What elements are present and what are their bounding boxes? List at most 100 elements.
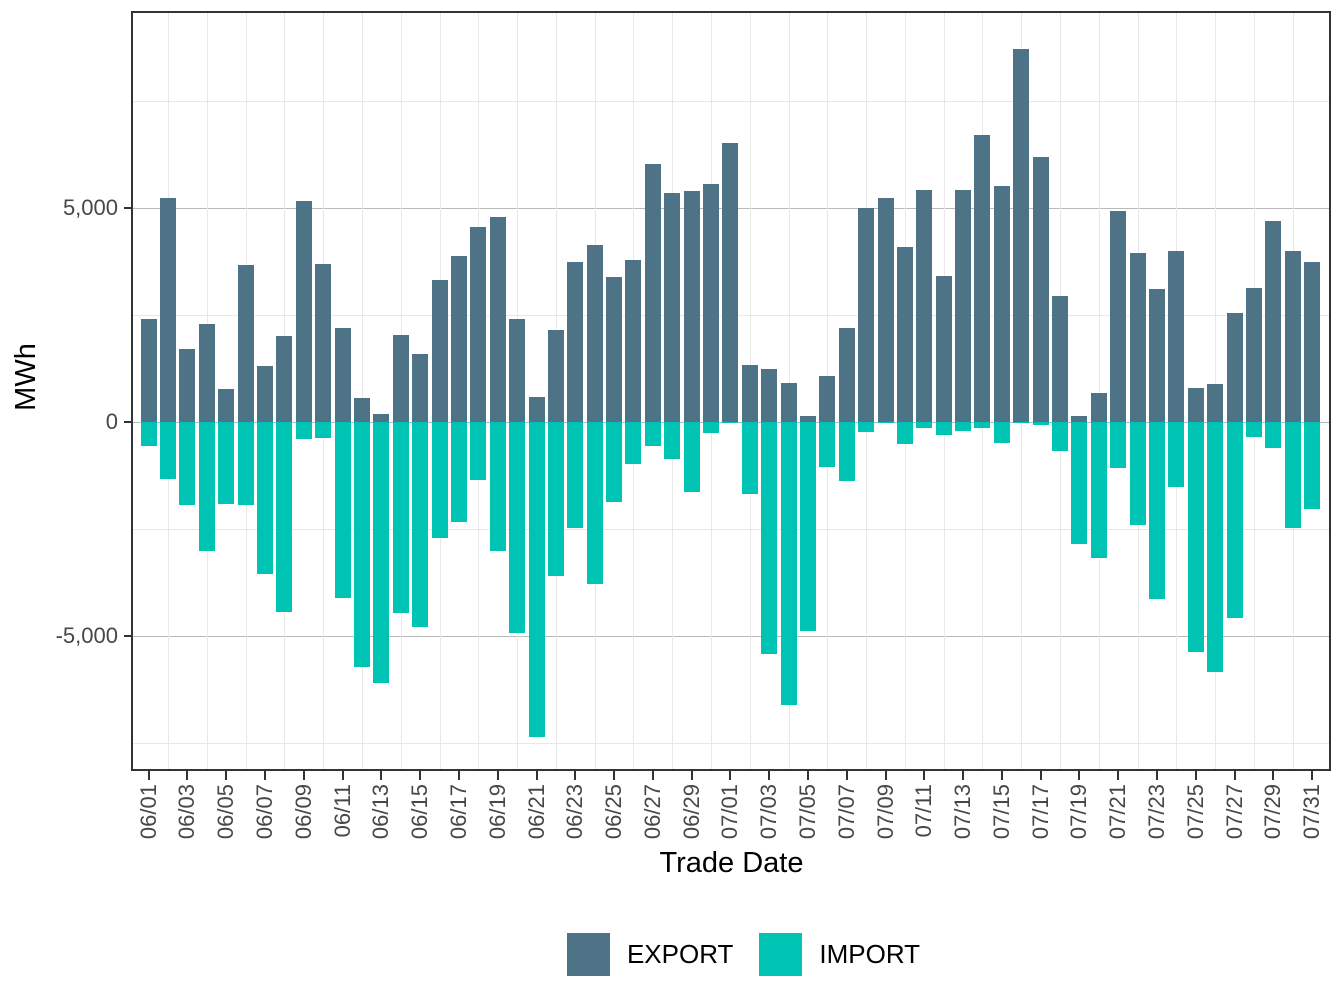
bar-export — [199, 324, 215, 422]
bar-import — [819, 422, 835, 467]
x-tick — [1234, 771, 1236, 780]
bar-export — [276, 336, 292, 422]
bar-import — [354, 422, 370, 667]
bar-export — [354, 398, 370, 422]
x-tick — [1272, 771, 1274, 780]
x-tick-label: 06/15 — [407, 784, 432, 840]
bar-export — [1071, 416, 1087, 422]
bar-import — [897, 422, 913, 444]
gridline-minor — [133, 101, 1329, 102]
x-tick — [807, 771, 809, 780]
bar-import — [1304, 422, 1320, 509]
bar-import — [645, 422, 661, 446]
y-axis-title: MWh — [10, 343, 42, 411]
x-tick — [497, 771, 499, 780]
x-tick-label: 07/21 — [1105, 784, 1130, 840]
x-tick-label: 07/09 — [873, 784, 898, 840]
bar-import — [916, 422, 932, 428]
bar-export — [257, 366, 273, 422]
x-tick — [458, 771, 460, 780]
bar-export — [509, 319, 525, 422]
bar-import — [1149, 422, 1165, 599]
bar-export — [529, 397, 545, 422]
x-tick — [574, 771, 576, 780]
bar-import — [470, 422, 486, 480]
bar-export — [315, 264, 331, 422]
x-tick — [225, 771, 227, 780]
x-tick — [264, 771, 266, 780]
bar-import — [587, 422, 603, 584]
bar-import — [1168, 422, 1184, 487]
x-tick — [652, 771, 654, 780]
y-tick — [124, 207, 133, 209]
bar-export — [218, 389, 234, 422]
x-tick-label: 06/05 — [213, 784, 238, 840]
bar-export — [703, 184, 719, 422]
y-tick-label: 0 — [105, 409, 118, 434]
bar-export — [412, 354, 428, 422]
bar-export — [567, 262, 583, 422]
bar-import — [1033, 422, 1049, 425]
bar-export — [1033, 157, 1049, 422]
bar-export — [606, 277, 622, 422]
x-tick — [691, 771, 693, 780]
bar-import — [1246, 422, 1262, 437]
bar-export — [1110, 211, 1126, 422]
bar-import — [548, 422, 564, 576]
bar-export — [781, 383, 797, 422]
bar-export — [819, 376, 835, 422]
legend-label-import: IMPORT — [819, 939, 921, 969]
gridline-vertical — [362, 13, 363, 769]
bar-import — [1091, 422, 1107, 558]
x-tick — [613, 771, 615, 780]
bar-export — [936, 276, 952, 422]
x-tick-label: 07/15 — [989, 784, 1014, 840]
bar-export — [587, 245, 603, 422]
bar-import — [509, 422, 525, 633]
x-tick-label: 07/27 — [1222, 784, 1247, 840]
bar-export — [839, 328, 855, 422]
bar-export — [897, 247, 913, 422]
gridline-minor — [133, 529, 1329, 530]
x-tick — [186, 771, 188, 780]
bar-import — [296, 422, 312, 439]
x-tick — [148, 771, 150, 780]
bar-import — [315, 422, 331, 438]
bar-export — [296, 201, 312, 422]
x-tick — [1311, 771, 1313, 780]
x-tick-label: 06/17 — [446, 784, 471, 840]
legend-entry-import: IMPORT — [759, 933, 920, 976]
bar-export — [878, 198, 894, 422]
bar-export — [179, 349, 195, 422]
legend: EXPORT IMPORT — [133, 933, 1330, 976]
plot-panel — [133, 13, 1329, 769]
bar-export — [742, 365, 758, 422]
x-tick-label: 07/19 — [1066, 784, 1091, 840]
bar-export — [1130, 253, 1146, 422]
bar-import — [238, 422, 254, 505]
y-tick — [124, 421, 133, 423]
bar-export — [955, 190, 971, 422]
bar-export — [1091, 393, 1107, 422]
bar-import — [1130, 422, 1146, 525]
bar-export — [916, 190, 932, 422]
x-tick — [1040, 771, 1042, 780]
x-tick-label: 07/05 — [795, 784, 820, 840]
x-tick-label: 06/29 — [679, 784, 704, 840]
x-tick — [923, 771, 925, 780]
bar-import — [781, 422, 797, 705]
bar-export — [974, 135, 990, 422]
bar-export — [1246, 288, 1262, 422]
bar-import — [722, 422, 738, 423]
bar-import — [742, 422, 758, 494]
bar-export — [238, 265, 254, 422]
bar-import — [1013, 422, 1029, 423]
bar-import — [858, 422, 874, 432]
bar-import — [1285, 422, 1301, 528]
y-tick-label: 5,000 — [62, 195, 118, 220]
x-tick — [419, 771, 421, 780]
bar-import — [451, 422, 467, 522]
bar-import — [1207, 422, 1223, 672]
bar-export — [1207, 384, 1223, 422]
bar-export — [1168, 251, 1184, 422]
